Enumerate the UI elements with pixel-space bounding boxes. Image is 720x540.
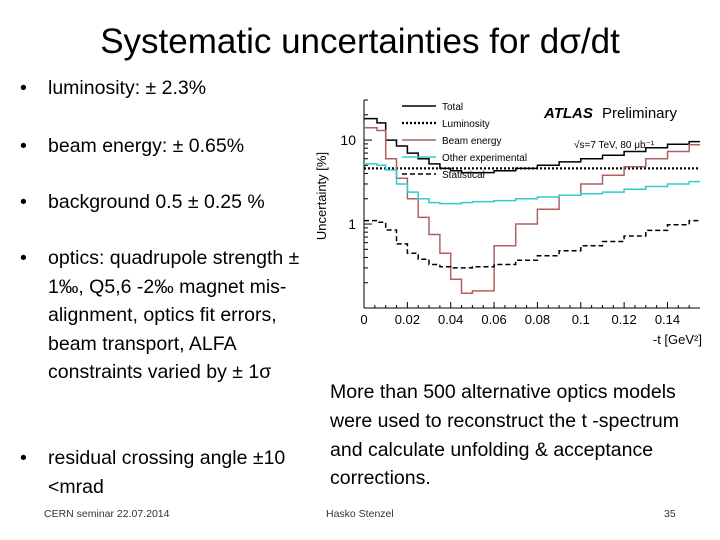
x-tick-label: 0.02 <box>395 312 420 327</box>
y-tick-label: 1 <box>348 216 356 232</box>
bullet-dot-icon: • <box>20 247 27 269</box>
bullet-text: optics: quadrupole strength ± 1‰, Q5,6 -… <box>48 247 300 383</box>
caption-text: More than 500 alternative optics models … <box>330 381 679 490</box>
legend-label: Luminosity <box>442 119 490 130</box>
x-tick-label: 0.04 <box>438 312 463 327</box>
legend-label: Other experimental <box>442 153 527 164</box>
x-tick-label: 0.08 <box>525 312 550 327</box>
bullet-optics: • optics: quadrupole strength ± 1‰, Q5,6… <box>20 244 310 387</box>
bullet-dot-icon: • <box>20 77 27 99</box>
bullet-beam-energy: • beam energy: ± 0.65% <box>20 132 310 161</box>
bullet-dot-icon: • <box>20 191 27 213</box>
legend-label: Beam energy <box>442 136 501 147</box>
x-tick-label: 0 <box>360 312 367 327</box>
x-tick-label: 0.06 <box>481 312 506 327</box>
y-tick-label: 10 <box>340 132 356 148</box>
series-statistical <box>364 219 700 269</box>
bullet-background: • background 0.5 ± 0.25 % <box>20 188 310 217</box>
footer-event: CERN seminar 22.07.2014 <box>44 508 170 520</box>
bullet-luminosity: • luminosity: ± 2.3% <box>20 74 310 103</box>
annotation-energy: √s=7 TeV, 80 μb⁻¹ <box>574 139 655 151</box>
slide-title: Systematic uncertainties for dσ/dt <box>100 22 620 61</box>
footer-author: Hasko Stenzel <box>326 508 394 520</box>
chart-svg: 0 0.02 0.04 0.06 0.08 0.1 0.12 0.14 1 10 Uncertain… <box>314 99 702 347</box>
x-tick-label: 0.12 <box>611 312 636 327</box>
y-axis-label: Uncertainty [%] <box>314 152 329 240</box>
bullet-crossing-angle: • residual crossing angle ±10 <mrad <box>20 444 310 501</box>
x-tick-label: 0.1 <box>572 312 590 327</box>
bullet-dot-icon: • <box>20 135 27 157</box>
x-axis-label: -t [GeV²] <box>653 332 702 347</box>
x-tick-label: 0.14 <box>655 312 680 327</box>
bullet-text: background 0.5 ± 0.25 % <box>48 191 265 213</box>
legend-label: Total <box>442 102 463 113</box>
bullet-text: beam energy: ± 0.65% <box>48 135 245 157</box>
legend-label: Statistical <box>442 170 485 181</box>
series-beam-energy <box>364 127 700 294</box>
annotation-status: Preliminary <box>602 105 678 122</box>
page-number: 35 <box>664 508 676 520</box>
series-total <box>364 117 700 174</box>
annotation-experiment: ATLAS <box>543 105 593 122</box>
bullet-text: luminosity: ± 2.3% <box>48 77 207 99</box>
bullet-text: residual crossing angle ±10 <mrad <box>48 447 286 498</box>
series-other-experimental <box>364 163 700 205</box>
uncertainty-plot: 0 0.02 0.04 0.06 0.08 0.1 0.12 0.14 1 10 Uncertain… <box>312 90 720 358</box>
bullet-dot-icon: • <box>20 447 27 469</box>
